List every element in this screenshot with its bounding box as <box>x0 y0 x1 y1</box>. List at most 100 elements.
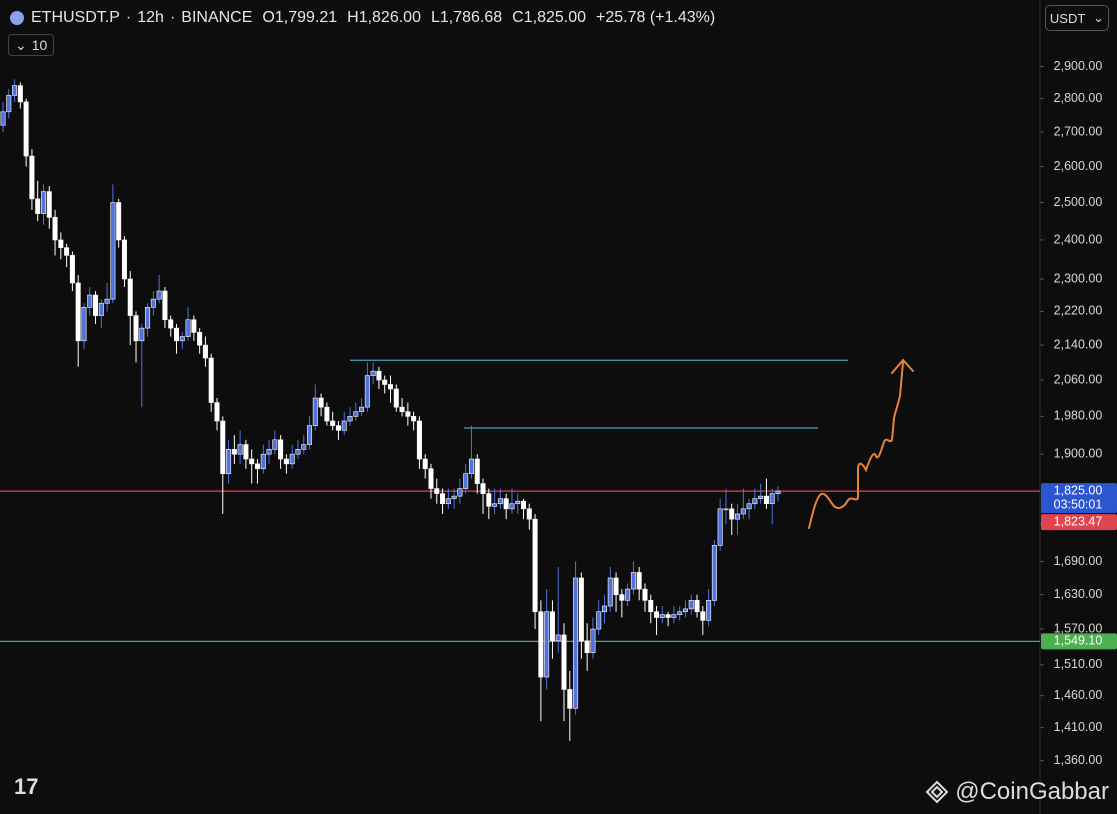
currency-select[interactable]: USDT ⌄ <box>1045 5 1109 31</box>
candle-body <box>584 640 590 654</box>
candle-body <box>763 495 769 505</box>
candle-body <box>723 508 729 511</box>
candle-body <box>526 508 532 520</box>
readout-label: C <box>512 9 524 26</box>
candle-body <box>376 370 382 381</box>
candle-body <box>168 319 174 329</box>
readout-value: 1,826.00 <box>358 9 421 26</box>
candle-body <box>659 614 665 618</box>
readout-label: O <box>262 9 275 26</box>
candle-body <box>555 634 561 642</box>
y-tick-label: 1,570.00 <box>1054 621 1103 635</box>
drawn-arrow <box>808 361 904 529</box>
candle-body <box>254 463 260 470</box>
candle-body <box>23 101 29 157</box>
candle-body <box>330 420 336 426</box>
candle-body <box>613 577 619 596</box>
candle-body <box>324 406 330 422</box>
candle-body <box>93 294 99 316</box>
price-label: 1,549.10 <box>1054 634 1103 648</box>
indicators-toggle[interactable]: ⌄ 10 <box>8 34 55 56</box>
candle-body <box>318 397 324 408</box>
candle-body <box>735 513 741 520</box>
readout-value: 1,786.68 <box>439 9 503 26</box>
y-tick-label: 2,140.00 <box>1054 337 1103 351</box>
candle-body <box>486 493 492 507</box>
interval[interactable]: 12h <box>137 9 164 26</box>
arrow-head <box>891 358 914 374</box>
watermark-text: @CoinGabbar <box>955 778 1109 805</box>
candle-body <box>440 493 446 505</box>
candle-body <box>116 202 122 241</box>
candle-body <box>758 495 764 499</box>
candle-body <box>278 439 284 460</box>
candle-body <box>301 444 307 450</box>
candle-body <box>197 332 203 346</box>
readout-value: 1,799.21 <box>274 9 338 26</box>
y-tick-label: 1,900.00 <box>1054 446 1103 460</box>
y-tick-label: 1,690.00 <box>1054 554 1103 568</box>
candle-body <box>121 239 127 280</box>
y-tick-label: 1,410.00 <box>1054 720 1103 734</box>
candle-body <box>578 577 584 642</box>
y-tick-label: 1,510.00 <box>1054 657 1103 671</box>
candle-body <box>382 379 388 385</box>
readout-item: L1,786.68 <box>431 9 502 26</box>
candle-body <box>156 290 162 300</box>
candle-body <box>226 449 232 474</box>
candle-body <box>648 600 654 613</box>
exchange: BINANCE <box>181 9 253 26</box>
candle-body <box>619 594 625 601</box>
candle-body <box>468 458 474 474</box>
candle-body <box>0 111 6 126</box>
candle-body <box>52 217 58 241</box>
watermark-icon <box>925 780 949 804</box>
candle-body <box>81 307 87 342</box>
price-label-box <box>1041 514 1117 531</box>
candle-body <box>58 239 64 248</box>
candle-body <box>295 449 301 455</box>
candle-body <box>46 191 52 218</box>
symbol-logo <box>10 11 24 25</box>
symbol: ETHUSDT.P <box>31 9 120 26</box>
price-label-box <box>1041 633 1117 650</box>
candle-body <box>359 406 365 413</box>
price-label-box <box>1041 483 1117 514</box>
candle-body <box>480 483 486 494</box>
candle-body <box>515 500 521 505</box>
candle-body <box>6 95 12 113</box>
candle-body <box>185 319 191 337</box>
candle-body <box>746 503 752 510</box>
candle-body <box>260 453 266 470</box>
countdown: 03:50:01 <box>1054 497 1103 511</box>
candle-body <box>243 444 249 460</box>
candle-body <box>769 493 775 505</box>
candle-body <box>87 294 93 308</box>
candle-body <box>428 468 434 489</box>
price-label: 1,825.00 <box>1054 483 1103 497</box>
candle-body <box>64 247 70 256</box>
candle-body <box>445 498 451 505</box>
candle-body <box>521 500 527 510</box>
candle-body <box>717 508 723 546</box>
readout-item: O1,799.21 <box>262 9 337 26</box>
candle-body <box>145 307 151 329</box>
readout-value: 1,825.00 <box>523 9 586 26</box>
y-tick-label: 1,360.00 <box>1054 753 1103 767</box>
ohlc-readout: O1,799.21 H1,826.00 L1,786.68 C1,825.00 <box>252 9 586 27</box>
indicator-count: 10 <box>31 37 48 53</box>
candle-body <box>231 449 237 455</box>
candle-body <box>237 444 243 455</box>
candle-body <box>596 611 602 630</box>
y-tick-label: 2,400.00 <box>1054 232 1103 246</box>
candle-body <box>434 488 440 494</box>
candle-body <box>752 498 758 505</box>
candle-body <box>416 420 422 460</box>
y-tick-label: 2,500.00 <box>1054 195 1103 209</box>
candle-body <box>474 458 480 484</box>
readout-item: C1,825.00 <box>512 9 586 26</box>
candle-body <box>549 611 555 642</box>
candle-body <box>202 344 208 359</box>
candle-body <box>179 336 185 342</box>
